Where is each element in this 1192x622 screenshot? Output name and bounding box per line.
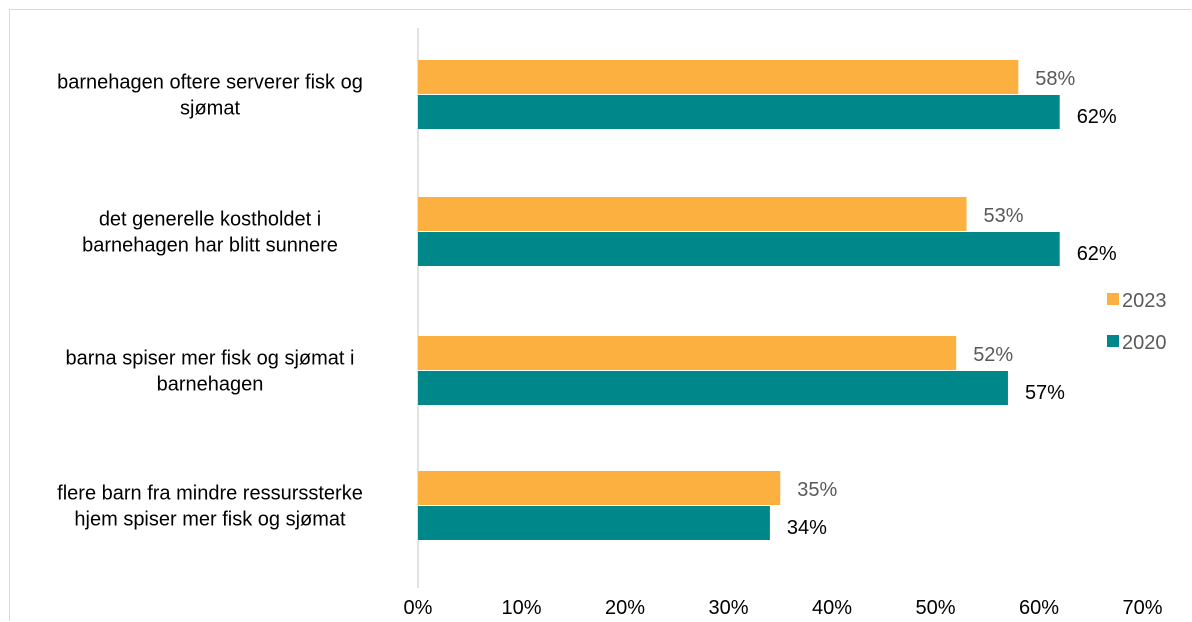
- x-tick-label: 50%: [915, 597, 955, 619]
- category-label: barnehagen oftere serverer fisk og: [57, 72, 363, 94]
- category-label: barna spiser mer fisk og sjømat i: [66, 348, 355, 370]
- x-tick-label: 20%: [605, 597, 645, 619]
- bar-2023: [418, 197, 967, 231]
- x-tick-label: 30%: [708, 597, 748, 619]
- bar-2023: [418, 60, 1019, 94]
- data-label-2020: 62%: [1077, 106, 1117, 128]
- chart-frame: [9, 9, 1191, 621]
- x-tick-label: 0%: [404, 597, 433, 619]
- data-label-2023: 58%: [1035, 68, 1075, 90]
- category-label: hjem spiser mer fisk og sjømat: [74, 509, 346, 531]
- data-label-2023: 52%: [973, 344, 1013, 366]
- bar-2023: [418, 471, 781, 505]
- legend-swatch-2020: [1107, 335, 1119, 347]
- data-label-2023: 35%: [797, 479, 837, 501]
- legend-label-2023: 2023: [1122, 290, 1167, 312]
- x-tick-label: 40%: [812, 597, 852, 619]
- category-label: det generelle kostholdet i: [99, 209, 321, 231]
- bar-2020: [418, 232, 1060, 266]
- category-label: barnehagen har blitt sunnere: [82, 235, 338, 257]
- category-label: flere barn fra mindre ressurssterke: [57, 483, 363, 505]
- data-label-2020: 62%: [1077, 243, 1117, 265]
- data-label-2023: 53%: [984, 205, 1024, 227]
- x-tick-label: 60%: [1019, 597, 1059, 619]
- bar-2020: [418, 95, 1060, 129]
- bar-2020: [418, 371, 1008, 405]
- data-label-2020: 57%: [1025, 382, 1065, 404]
- bar-2020: [418, 506, 770, 540]
- x-tick-label: 10%: [501, 597, 541, 619]
- legend-label-2020: 2020: [1122, 332, 1167, 354]
- x-tick-label: 70%: [1122, 597, 1162, 619]
- bar-2023: [418, 336, 957, 370]
- data-label-2020: 34%: [787, 517, 827, 539]
- category-label: sjømat: [180, 98, 240, 120]
- category-label: barnehagen: [157, 374, 264, 396]
- legend-swatch-2023: [1107, 293, 1119, 305]
